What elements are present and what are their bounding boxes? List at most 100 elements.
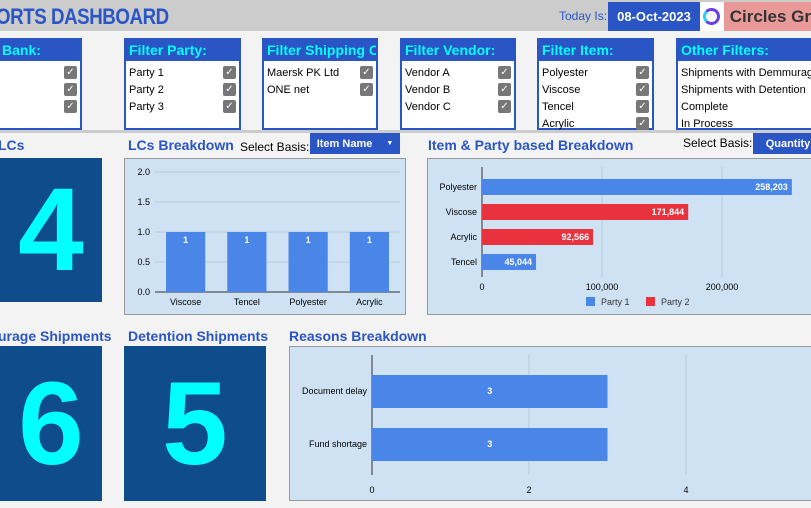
bar — [166, 232, 206, 292]
filter-option-label: Acrylic — [542, 117, 575, 130]
reasons-title: Reasons Breakdown — [289, 328, 427, 344]
filter-box: Filter Party: Party 1 ✓ Party 2 ✓ Party 3 ✓ — [124, 38, 241, 130]
filter-option[interactable]: ✓ — [0, 81, 80, 98]
filter-option[interactable]: Tencel ✓ — [539, 98, 652, 115]
filter-option[interactable]: Party 3 ✓ — [126, 98, 239, 115]
filter-option[interactable]: Shipments with Detention — [678, 81, 811, 98]
filter-option[interactable]: Vendor C ✓ — [402, 98, 514, 115]
checkbox-checked-icon[interactable]: ✓ — [636, 100, 649, 113]
filter-option-label: Polyester — [542, 66, 588, 79]
brand-logo: Circles Gr — [700, 2, 811, 31]
today-label: Today Is: — [559, 9, 608, 23]
checkbox-checked-icon[interactable]: ✓ — [223, 83, 236, 96]
y-tick-label: Polyester — [439, 182, 477, 192]
page-title: ORTS DASHBOARD — [0, 4, 169, 29]
filter-option[interactable]: ✓ — [0, 64, 80, 81]
bar — [482, 179, 792, 195]
filter-option-label: Party 3 — [129, 100, 164, 113]
x-tick-label: 4 — [683, 485, 688, 495]
x-tick-label: 100,000 — [586, 282, 619, 292]
y-tick-label: Document delay — [302, 386, 368, 396]
filter-option[interactable]: Complete — [678, 98, 811, 115]
filter-option[interactable]: Vendor B ✓ — [402, 81, 514, 98]
x-tick-label: Acrylic — [356, 297, 383, 307]
y-tick-label: 2.0 — [137, 167, 150, 177]
x-tick-label: 0 — [369, 485, 374, 495]
filter-option-label: ONE net — [267, 83, 310, 96]
legend-swatch — [586, 297, 595, 306]
today-date: 08-Oct-2023 — [608, 2, 700, 31]
filter-option[interactable]: Viscose ✓ — [539, 81, 652, 98]
filter-option[interactable]: Shipments with Demmurage — [678, 64, 811, 81]
item-party-basis-dropdown[interactable]: Quantity — [753, 133, 811, 154]
checkbox-checked-icon[interactable]: ✓ — [64, 100, 77, 113]
filter-option-label: Party 1 — [129, 66, 164, 79]
checkbox-checked-icon[interactable]: ✓ — [360, 66, 373, 79]
checkbox-checked-icon[interactable]: ✓ — [636, 83, 649, 96]
y-tick-label: Acrylic — [451, 232, 478, 242]
y-tick-label: 1.5 — [137, 197, 150, 207]
filter-option[interactable]: Party 2 ✓ — [126, 81, 239, 98]
divider — [0, 130, 811, 133]
data-label: 1 — [367, 235, 372, 245]
data-label: 1 — [183, 235, 188, 245]
dropdown-arrow-icon: ▼ — [386, 140, 394, 147]
circle-logo-icon — [700, 2, 724, 31]
lcs-breakdown-title: LCs Breakdown — [128, 137, 234, 153]
filter-title: Filter Party: — [126, 40, 239, 61]
filter-box: Filter Shipping Co:Maersk PK Ltd✓ONE net… — [262, 38, 378, 130]
lcs-count: 4 — [0, 158, 102, 302]
filter-box: Bank: ✓ ✓ ✓ — [0, 38, 82, 130]
checkbox-checked-icon[interactable]: ✓ — [223, 66, 236, 79]
checkbox-checked-icon[interactable]: ✓ — [636, 66, 649, 79]
x-tick-label: Tencel — [234, 297, 260, 307]
bar — [482, 229, 594, 245]
x-tick-label: Polyester — [289, 297, 327, 307]
data-label: 1 — [306, 235, 311, 245]
checkbox-checked-icon[interactable]: ✓ — [223, 100, 236, 113]
filter-option-label: Vendor B — [405, 83, 451, 96]
x-tick-label: 200,000 — [706, 282, 739, 292]
checkbox-checked-icon[interactable]: ✓ — [498, 100, 511, 113]
detention-title: Detention Shipments — [128, 328, 269, 344]
checkbox-checked-icon[interactable]: ✓ — [498, 66, 511, 79]
bar — [482, 254, 537, 270]
filter-option[interactable]: Maersk PK Ltd ✓ — [264, 64, 376, 81]
demurrage-title: urage Shipments — [0, 328, 112, 344]
legend-label: Party 2 — [661, 297, 690, 307]
checkbox-checked-icon[interactable]: ✓ — [636, 117, 649, 130]
filter-option[interactable]: In Process — [678, 115, 811, 132]
filter-option-label: In Process — [681, 117, 733, 130]
filter-option-label: Shipments with Detention — [681, 83, 806, 96]
bar — [372, 428, 608, 461]
lcs-breakdown-chart: 0.0 0.5 1.0 1.5 2.0 1 Viscose 1 Tencel 1 Polyester… — [124, 158, 406, 315]
data-label: 45,044 — [505, 257, 533, 267]
filter-option[interactable]: Vendor A ✓ — [402, 64, 514, 81]
y-tick-label: 1.0 — [137, 227, 150, 237]
filter-option[interactable]: Party 1 ✓ — [126, 64, 239, 81]
bar — [372, 375, 608, 408]
lcs-basis-dropdown[interactable]: Item Name ▼ — [310, 133, 400, 154]
filter-option-label: Vendor C — [405, 100, 451, 113]
checkbox-checked-icon[interactable]: ✓ — [498, 83, 511, 96]
filter-option-label: Tencel — [542, 100, 574, 113]
y-tick-label: Viscose — [446, 207, 477, 217]
filter-option[interactable]: Acrylic ✓ — [539, 115, 652, 132]
checkbox-checked-icon[interactable]: ✓ — [360, 83, 373, 96]
filter-option-label: Viscose — [542, 83, 581, 96]
filter-option[interactable]: ✓ — [0, 98, 80, 115]
x-tick-label: 2 — [526, 485, 531, 495]
reasons-chart: 0 2 4 3 Document delay 3 Fund shortage — [289, 346, 811, 501]
y-tick-label: 0.5 — [137, 257, 150, 267]
filter-title: Filter Vendor: — [402, 40, 514, 61]
checkbox-checked-icon[interactable]: ✓ — [64, 66, 77, 79]
filter-title: Filter Item: — [539, 40, 652, 61]
data-label: 171,844 — [652, 207, 685, 217]
filter-option[interactable]: Polyester ✓ — [539, 64, 652, 81]
filter-title: Bank: — [0, 40, 80, 61]
bar — [227, 232, 267, 292]
filter-box: Filter Item: Polyester ✓ Viscose ✓ Tencel ✓ Acr… — [537, 38, 654, 130]
filter-option[interactable]: ONE net ✓ — [264, 81, 376, 98]
x-tick-label: 0 — [479, 282, 484, 292]
checkbox-checked-icon[interactable]: ✓ — [64, 83, 77, 96]
